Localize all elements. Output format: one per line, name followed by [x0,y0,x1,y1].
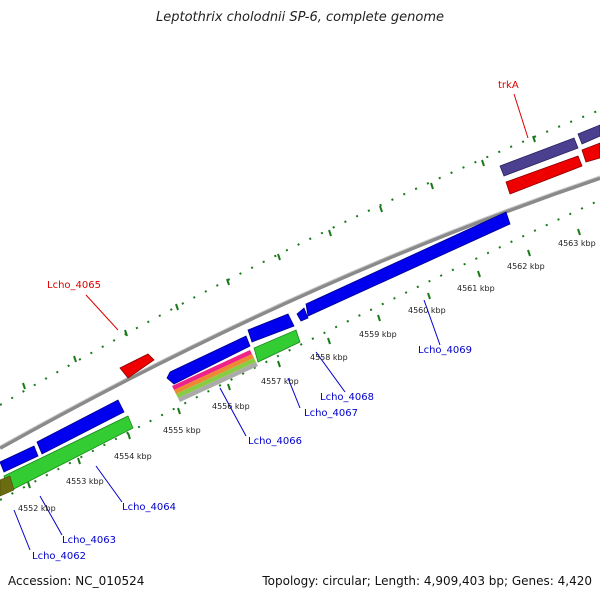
tick-label: 4558 kbp [310,353,348,362]
reverse-strand-features [3,329,301,493]
cds-lcho-4062 [0,445,39,473]
cds-lcho-4069 [305,211,511,317]
feature-trka [505,155,583,195]
tick-label: 4555 kbp [163,426,201,435]
outer-major-ticks [22,135,536,390]
gene-label-lcho-4063[interactable]: Lcho_4063 [62,535,116,546]
feature-trka-ext [581,142,600,163]
named-features [119,142,600,379]
gene-label-lcho-4066[interactable]: Lcho_4066 [248,436,302,447]
cds-lcho-4067-fwd [247,313,295,343]
gene-label-lcho-4064[interactable]: Lcho_4064 [122,502,176,513]
outer-tick-ring [0,109,600,406]
gene-labels: Lcho_4062 Lcho_4063 Lcho_4064 Lcho_4065 … [32,80,519,562]
cds-lcho-4067-rev [253,329,301,363]
label-leaders [13,93,529,551]
gene-label-lcho-4068[interactable]: Lcho_4068 [320,392,374,403]
inner-major-ticks [27,228,581,489]
genome-backbone [0,176,600,450]
cds-lcho-4064-fwd [36,399,125,455]
tick-label: 4554 kbp [114,452,152,461]
gene-label-trka[interactable]: trkA [498,80,519,91]
tick-label: 4563 kbp [558,239,596,248]
map-title: Leptothrix cholodnii SP-6, complete geno… [156,10,444,25]
gene-label-lcho-4062[interactable]: Lcho_4062 [32,551,86,562]
operon-features [499,124,600,177]
inner-tick-ring [0,199,600,501]
feature-lcho-4065 [119,353,155,379]
multi-track-feature [172,350,258,402]
gene-label-lcho-4065[interactable]: Lcho_4065 [47,280,101,291]
scale-tick-labels: 4552 kbp 4553 kbp 4554 kbp 4555 kbp 4556… [18,239,596,513]
genome-backbone-highlight [0,175,600,447]
genome-summary-label: Topology: circular; Length: 4,909,403 bp… [262,574,592,588]
tick-label: 4561 kbp [457,284,495,293]
cds-lcho-4068-arrow [296,307,309,322]
tick-label: 4557 kbp [261,377,299,386]
cds-lcho-4062-rev [0,475,15,497]
cds-lcho-4066-fwd [166,335,251,385]
tick-label: 4560 kbp [408,306,446,315]
gene-label-lcho-4069[interactable]: Lcho_4069 [418,345,472,356]
tick-label: 4553 kbp [66,477,104,486]
tick-label: 4556 kbp [212,402,250,411]
forward-strand-features [0,211,511,473]
tick-label: 4552 kbp [18,504,56,513]
gene-label-lcho-4067[interactable]: Lcho_4067 [304,408,358,419]
accession-label: Accession: NC_010524 [8,574,145,588]
tick-label: 4559 kbp [359,330,397,339]
tick-label: 4562 kbp [507,262,545,271]
